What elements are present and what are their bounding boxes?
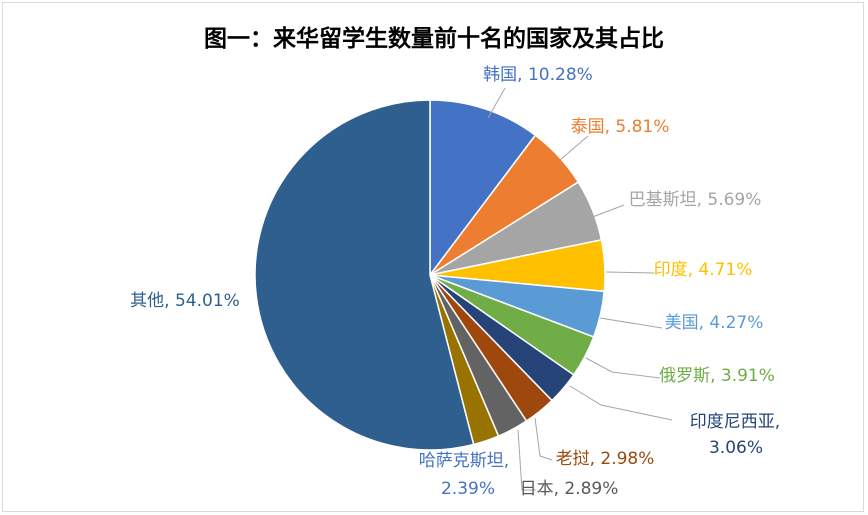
data-label-3: 印度, 4.71% bbox=[654, 260, 753, 280]
leader-line-4 bbox=[599, 317, 663, 329]
leader-line-8 bbox=[517, 429, 536, 491]
data-label-7: 老挝, 2.98% bbox=[556, 449, 655, 469]
pie-slice-10 bbox=[254, 99, 475, 451]
data-labels: 韩国, 10.28% 泰国, 5.81% 巴基斯坦, 5.69% 印度, 4.71% 美… bbox=[130, 65, 780, 499]
leader-line-2 bbox=[589, 204, 625, 219]
leader-line-0 bbox=[487, 87, 506, 119]
pie-slice-0 bbox=[429, 99, 537, 278]
chart-title: 图一：来华留学生数量前十名的国家及其占比 bbox=[204, 25, 664, 52]
leader-line-7 bbox=[534, 417, 553, 461]
leader-lines bbox=[487, 87, 673, 491]
data-label-6-line-0: 印度尼西亚, bbox=[690, 412, 780, 432]
data-label-4: 美国, 4.27% bbox=[665, 313, 764, 333]
data-label-8: 日本, 2.89% bbox=[520, 479, 619, 499]
pie-slices bbox=[254, 99, 606, 451]
data-label-0: 韩国, 10.28% bbox=[483, 65, 593, 85]
data-label-10: 其他, 54.01% bbox=[130, 291, 240, 311]
data-label-1: 泰国, 5.81% bbox=[571, 117, 670, 137]
data-label-9-line-1: 2.39% bbox=[441, 479, 495, 499]
data-label-6-line-1: 3.06% bbox=[709, 438, 763, 458]
leader-line-1 bbox=[559, 135, 589, 161]
leader-line-3 bbox=[605, 271, 655, 274]
data-label-9-line-0: 哈萨克斯坦, bbox=[419, 451, 509, 471]
data-label-2: 巴基斯坦, 5.69% bbox=[629, 190, 762, 210]
data-label-5: 俄罗斯, 3.91% bbox=[659, 366, 775, 386]
leader-line-6 bbox=[569, 385, 673, 421]
leader-line-5 bbox=[585, 357, 661, 379]
